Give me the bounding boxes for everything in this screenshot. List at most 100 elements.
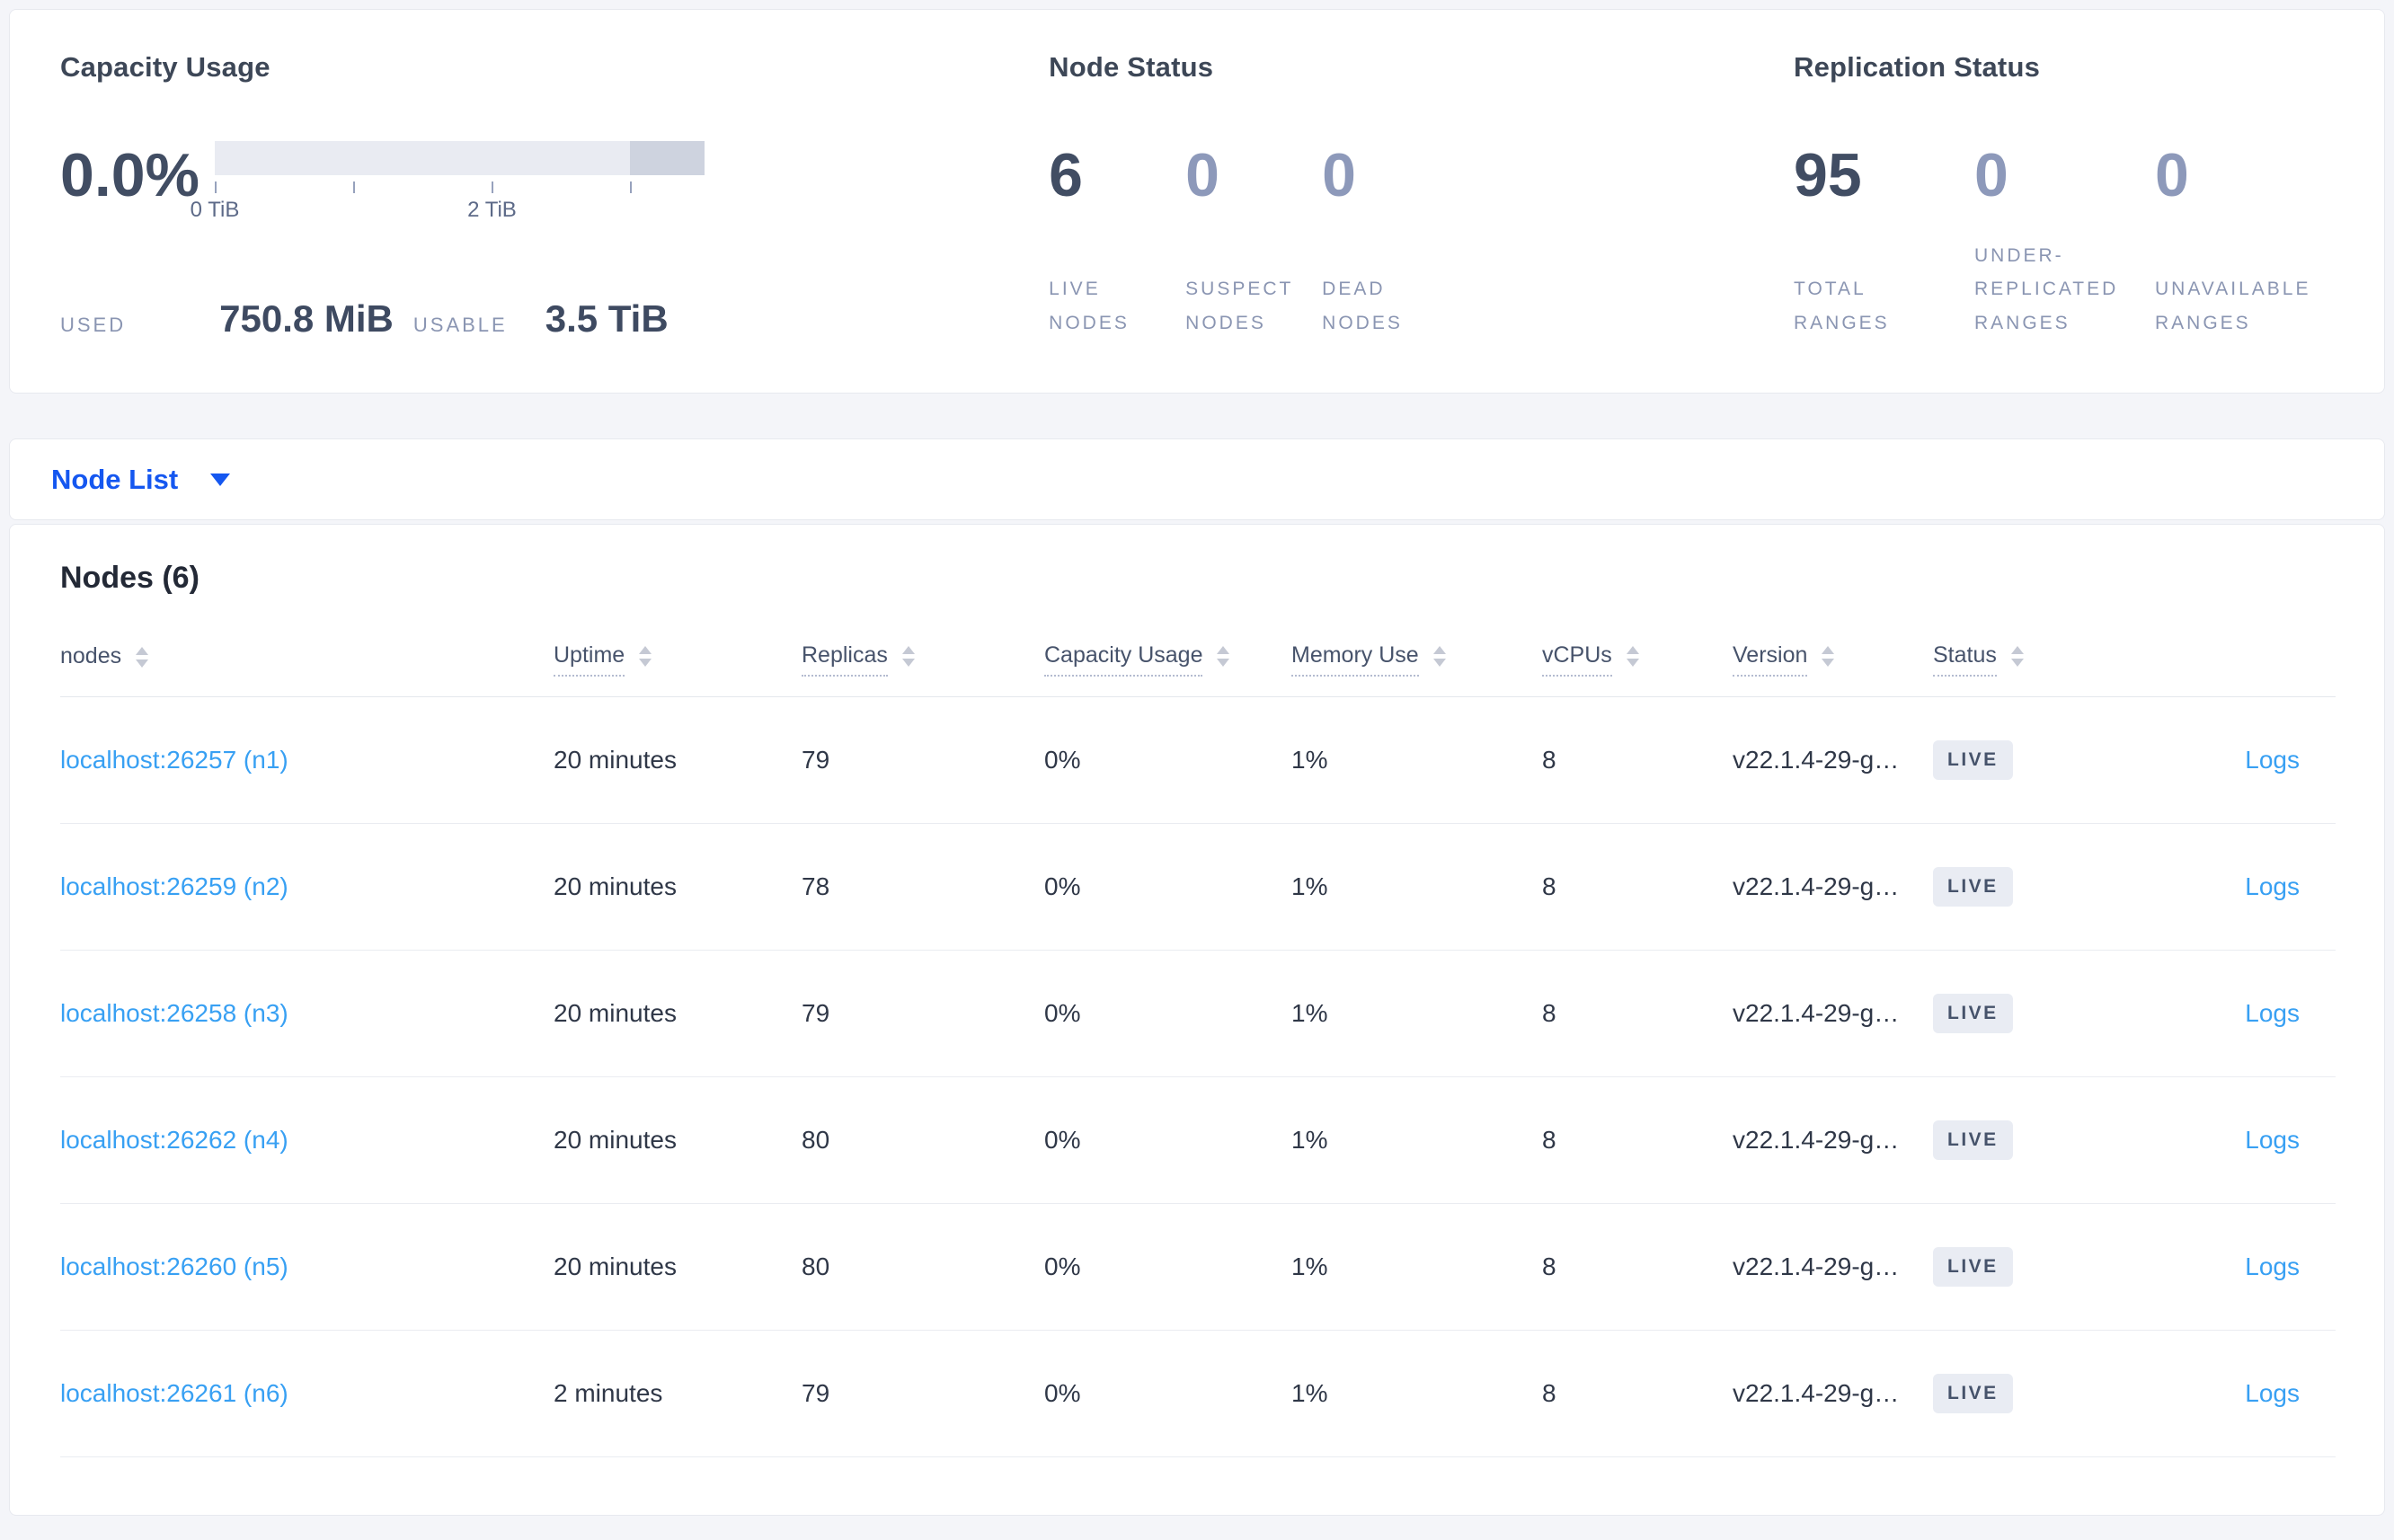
status-badge: LIVE: [1933, 1374, 2013, 1413]
status-badge: LIVE: [1933, 1120, 2013, 1160]
nodes-table-card: Nodes (6) nodes Uptime Replicas Capacity…: [9, 524, 2385, 1516]
unavailable-ranges-value: 0: [2155, 141, 2189, 209]
node-link[interactable]: localhost:26262 (n4): [60, 1126, 288, 1154]
under-replicated-ranges-value: 0: [1974, 141, 2008, 209]
logs-link[interactable]: Logs: [2245, 746, 2300, 774]
node-list-dropdown-label: Node List: [51, 463, 179, 495]
version-cell: v22.1.4-29-g…: [1733, 1252, 1900, 1280]
node-status-section: Node Status 6 LIVE NODES 0 SUSPECT NODES…: [1049, 51, 1794, 348]
version-cell: v22.1.4-29-g…: [1733, 1379, 1900, 1407]
table-row: localhost:26262 (n4) 20 minutes 80 0% 1%…: [60, 1077, 2336, 1204]
vcpus-cell: 8: [1542, 1379, 1556, 1407]
column-header-uptime[interactable]: Uptime: [554, 642, 802, 696]
axis-tick: [353, 181, 356, 193]
sort-icon: [901, 646, 915, 667]
version-cell: v22.1.4-29-g…: [1733, 872, 1900, 900]
column-header-version[interactable]: Version: [1733, 642, 1933, 696]
vcpus-cell: 8: [1542, 1252, 1556, 1280]
axis-tick: [492, 181, 494, 193]
uptime-cell: 20 minutes: [554, 999, 677, 1027]
table-row: localhost:26259 (n2) 20 minutes 78 0% 1%…: [60, 824, 2336, 951]
capacity-percent: 0.0%: [60, 141, 200, 209]
sort-icon: [2010, 646, 2024, 667]
version-cell: v22.1.4-29-g…: [1733, 999, 1900, 1027]
logs-link[interactable]: Logs: [2245, 1252, 2300, 1280]
used-value: 750.8 MiB: [219, 297, 394, 340]
node-link[interactable]: localhost:26260 (n5): [60, 1252, 288, 1280]
live-nodes-stat: 6 LIVE NODES: [1049, 141, 1185, 341]
cluster-summary-panel: Capacity Usage 0.0% 0 TiB 2: [9, 9, 2385, 394]
replication-status-title: Replication Status: [1794, 51, 2041, 83]
logs-link[interactable]: Logs: [2245, 872, 2300, 900]
column-header-vcpus[interactable]: vCPUs: [1542, 642, 1733, 696]
suspect-nodes-value: 0: [1185, 141, 1219, 209]
dead-nodes-stat: 0 DEAD NODES: [1322, 141, 1459, 341]
column-header-replicas[interactable]: Replicas: [802, 642, 1044, 696]
sort-icon: [1822, 646, 1835, 667]
table-row: localhost:26257 (n1) 20 minutes 79 0% 1%…: [60, 697, 2336, 824]
suspect-nodes-label: SUSPECT NODES: [1185, 279, 1293, 334]
column-header-status[interactable]: Status: [1933, 642, 2147, 696]
capacity-bar-chart: 0 TiB 2 TiB: [191, 141, 705, 225]
uptime-cell: 20 minutes: [554, 1252, 677, 1280]
sort-icon: [639, 646, 652, 667]
axis-label-0tib: 0 TiB: [190, 198, 240, 222]
uptime-cell: 20 minutes: [554, 1126, 677, 1154]
vcpus-cell: 8: [1542, 999, 1556, 1027]
suspect-nodes-stat: 0 SUSPECT NODES: [1185, 141, 1322, 341]
capacity-usage-cell: 0%: [1044, 746, 1081, 774]
sort-icon: [1217, 646, 1230, 667]
uptime-cell: 20 minutes: [554, 872, 677, 900]
capacity-usage-cell: 0%: [1044, 872, 1081, 900]
unavailable-ranges-stat: 0 UNAVAILABLE RANGES: [2155, 141, 2336, 341]
capacity-usage-cell: 0%: [1044, 1379, 1081, 1407]
capacity-bar-segment: [630, 141, 705, 175]
memory-use-cell: 1%: [1291, 999, 1328, 1027]
table-row: localhost:26260 (n5) 20 minutes 80 0% 1%…: [60, 1204, 2336, 1331]
capacity-bar-track: [215, 141, 705, 175]
memory-use-cell: 1%: [1291, 1252, 1328, 1280]
sort-icon: [1626, 646, 1639, 667]
memory-use-cell: 1%: [1291, 746, 1328, 774]
column-header-nodes[interactable]: nodes: [60, 643, 554, 695]
sort-icon: [1432, 646, 1446, 667]
version-cell: v22.1.4-29-g…: [1733, 746, 1900, 774]
logs-link[interactable]: Logs: [2245, 1379, 2300, 1407]
sort-icon: [136, 647, 149, 668]
total-ranges-value: 95: [1794, 141, 1862, 209]
status-badge: LIVE: [1933, 867, 2013, 907]
memory-use-cell: 1%: [1291, 1379, 1328, 1407]
usable-value: 3.5 TiB: [545, 297, 669, 340]
logs-link[interactable]: Logs: [2245, 1126, 2300, 1154]
axis-tick: [630, 181, 633, 193]
table-row: localhost:26261 (n6) 2 minutes 79 0% 1% …: [60, 1331, 2336, 1457]
node-list-dropdown[interactable]: Node List: [9, 438, 2385, 520]
under-replicated-ranges-stat: 0 UNDER-REPLICATED RANGES: [1974, 141, 2155, 341]
logs-link[interactable]: Logs: [2245, 999, 2300, 1027]
replicas-cell: 80: [802, 1252, 830, 1280]
status-badge: LIVE: [1933, 1247, 2013, 1287]
column-header-logs: [2147, 659, 2336, 679]
replicas-cell: 79: [802, 999, 830, 1027]
total-ranges-label: TOTAL RANGES: [1794, 279, 1890, 334]
column-header-memory-use[interactable]: Memory Use: [1291, 642, 1542, 696]
node-link[interactable]: localhost:26257 (n1): [60, 746, 288, 774]
capacity-usage-section: Capacity Usage 0.0% 0 TiB 2: [60, 51, 1049, 348]
vcpus-cell: 8: [1542, 746, 1556, 774]
memory-use-cell: 1%: [1291, 1126, 1328, 1154]
replicas-cell: 78: [802, 872, 830, 900]
node-link[interactable]: localhost:26259 (n2): [60, 872, 288, 900]
node-status-title: Node Status: [1049, 51, 1214, 83]
replication-status-section: Replication Status 95 TOTAL RANGES 0 UND…: [1794, 51, 2336, 348]
column-header-capacity-usage[interactable]: Capacity Usage: [1044, 642, 1291, 696]
replicas-cell: 79: [802, 1379, 830, 1407]
node-link[interactable]: localhost:26258 (n3): [60, 999, 288, 1027]
capacity-axis-ticks: [215, 181, 705, 194]
node-link[interactable]: localhost:26261 (n6): [60, 1379, 288, 1407]
replicas-cell: 79: [802, 746, 830, 774]
replicas-cell: 80: [802, 1126, 830, 1154]
capacity-usage-title: Capacity Usage: [60, 51, 270, 83]
uptime-cell: 20 minutes: [554, 746, 677, 774]
table-header-row: nodes Uptime Replicas Capacity Usage Mem…: [60, 642, 2336, 697]
status-badge: LIVE: [1933, 740, 2013, 780]
